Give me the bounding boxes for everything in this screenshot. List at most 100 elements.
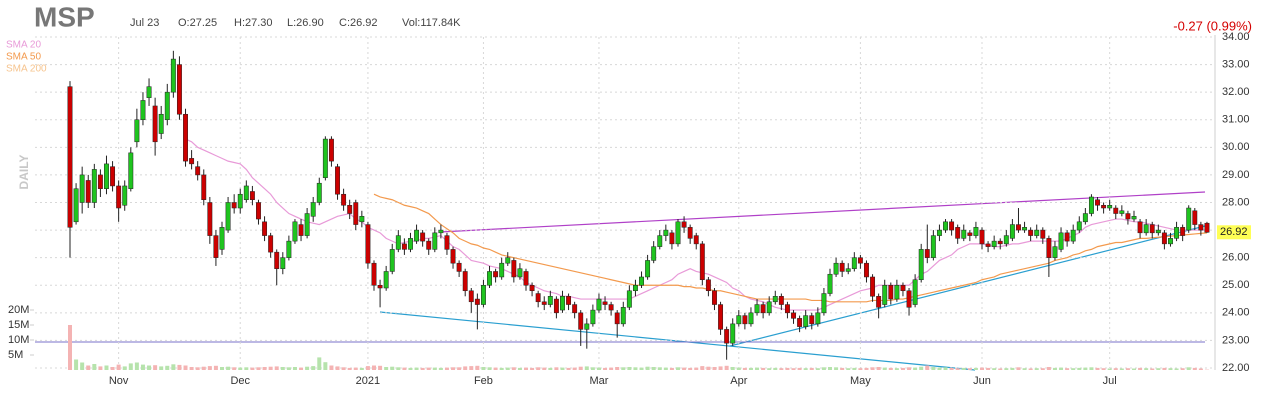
volume-bar	[779, 368, 783, 370]
volume-bar	[1108, 369, 1112, 371]
candle-body	[98, 175, 102, 189]
candle-body	[1132, 216, 1136, 219]
candle-body	[378, 285, 382, 288]
candle-body	[524, 271, 528, 285]
volume-bar	[305, 367, 309, 370]
candle-body	[664, 230, 668, 236]
y-tick-label: 33.00	[1222, 58, 1250, 70]
volume-bar	[816, 368, 820, 370]
volume-bar	[694, 368, 698, 370]
candle-body	[420, 233, 424, 241]
volume-bar	[731, 367, 735, 370]
volume-bar	[506, 368, 510, 370]
candle-body	[943, 222, 947, 230]
candle-body	[846, 269, 850, 272]
legend-entry: SMA 50	[6, 52, 41, 63]
candle-body	[724, 329, 728, 343]
volume-bar	[700, 366, 704, 370]
volume-bar	[159, 366, 163, 370]
candle-body	[360, 216, 364, 222]
candle-body	[469, 291, 473, 302]
candle-body	[1193, 211, 1197, 225]
candle-body	[840, 263, 844, 271]
candle-body	[633, 285, 637, 291]
volume-bar	[98, 366, 102, 370]
volume-bar	[585, 366, 589, 370]
volume-bar	[80, 363, 84, 371]
candle-body	[311, 203, 315, 217]
candle-body	[202, 175, 206, 200]
volume-bar	[852, 368, 856, 370]
candle-body	[445, 236, 449, 250]
candle-body	[110, 167, 114, 186]
volume-bar	[323, 362, 327, 370]
volume-bar	[439, 368, 443, 370]
candle-body	[396, 236, 400, 250]
candle-body	[250, 191, 254, 199]
volume-bar	[165, 366, 169, 370]
volume-bar	[1162, 368, 1166, 370]
volume-bar	[147, 366, 151, 371]
candle-body	[80, 175, 84, 203]
candle-body	[305, 214, 309, 236]
candle-body	[92, 169, 96, 202]
volume-bar	[518, 368, 522, 370]
volume-bar	[427, 368, 431, 370]
x-tick-label: Jul	[1103, 375, 1117, 387]
y-tick-label: 32.00	[1222, 86, 1250, 98]
candle-body	[1120, 211, 1124, 214]
candle-body	[670, 233, 674, 244]
candle-body	[347, 205, 351, 213]
candle-body	[372, 263, 376, 285]
volume-bar	[336, 366, 340, 370]
candle-body	[797, 318, 801, 326]
volume-bar	[919, 367, 923, 370]
candle-body	[481, 285, 485, 304]
candle-body	[773, 296, 777, 302]
volume-bar	[1168, 368, 1172, 370]
volume-bar	[208, 366, 212, 370]
volume-bar	[1096, 368, 1100, 370]
candle-body	[129, 153, 133, 189]
candle-body	[74, 189, 78, 222]
candle-body	[232, 203, 236, 209]
candle-body	[1083, 214, 1087, 222]
volume-bar	[384, 367, 388, 370]
candle-body	[1010, 225, 1014, 239]
volume-bar	[1065, 368, 1069, 370]
candle-body	[335, 167, 339, 195]
candle-body	[1180, 227, 1184, 235]
candle-body	[791, 313, 795, 319]
volume-bar	[311, 366, 315, 370]
x-tick-label: Mar	[589, 375, 608, 387]
volume-bar	[500, 368, 504, 370]
volume-bar	[658, 367, 662, 370]
volume-bar	[877, 367, 881, 370]
candle-body	[475, 299, 479, 305]
candle-body	[220, 227, 224, 249]
x-tick-label: 2021	[356, 375, 380, 387]
volume-bar	[828, 367, 832, 370]
volume-bar	[226, 367, 230, 370]
volume-bar	[1047, 367, 1051, 370]
candle-body	[980, 230, 984, 244]
candle-body	[268, 236, 272, 253]
volume-bar	[603, 368, 607, 370]
volume-bar	[785, 368, 789, 370]
candle-body	[433, 233, 437, 250]
volume-bar	[755, 368, 759, 370]
candle-body	[737, 316, 741, 324]
volume-bar	[725, 366, 729, 370]
volume-bar	[1126, 368, 1130, 370]
candle-body	[761, 305, 765, 313]
candle-body	[165, 92, 169, 120]
candle-body	[530, 285, 534, 291]
volume-bar	[475, 366, 479, 370]
volume-bar	[354, 368, 358, 370]
candle-body	[919, 249, 923, 279]
volume-bar	[1114, 368, 1118, 370]
candle-body	[816, 313, 820, 324]
quote-date: Jul 23	[130, 17, 159, 29]
x-tick-label: Nov	[109, 375, 129, 387]
volume-bar	[360, 368, 364, 370]
